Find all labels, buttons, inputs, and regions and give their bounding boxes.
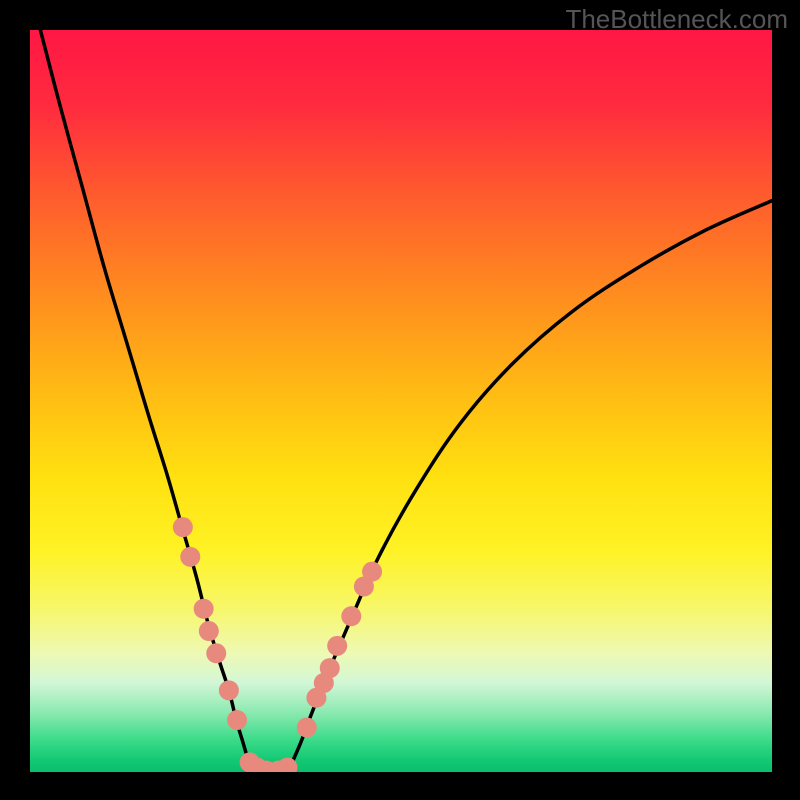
- data-dot: [173, 517, 193, 537]
- plot-area: [30, 30, 772, 772]
- data-dot: [194, 599, 214, 619]
- data-dot: [206, 643, 226, 663]
- watermark-text: TheBottleneck.com: [565, 4, 788, 35]
- data-dot: [227, 710, 247, 730]
- data-dot: [320, 658, 340, 678]
- data-dot: [180, 547, 200, 567]
- data-dot: [297, 717, 317, 737]
- data-dot: [219, 680, 239, 700]
- chart-stage: TheBottleneck.com: [0, 0, 800, 800]
- data-dot: [199, 621, 219, 641]
- chart-svg: [30, 30, 772, 772]
- data-dot: [327, 636, 347, 656]
- data-dot: [341, 606, 361, 626]
- gradient-background: [30, 30, 772, 772]
- data-dot: [362, 562, 382, 582]
